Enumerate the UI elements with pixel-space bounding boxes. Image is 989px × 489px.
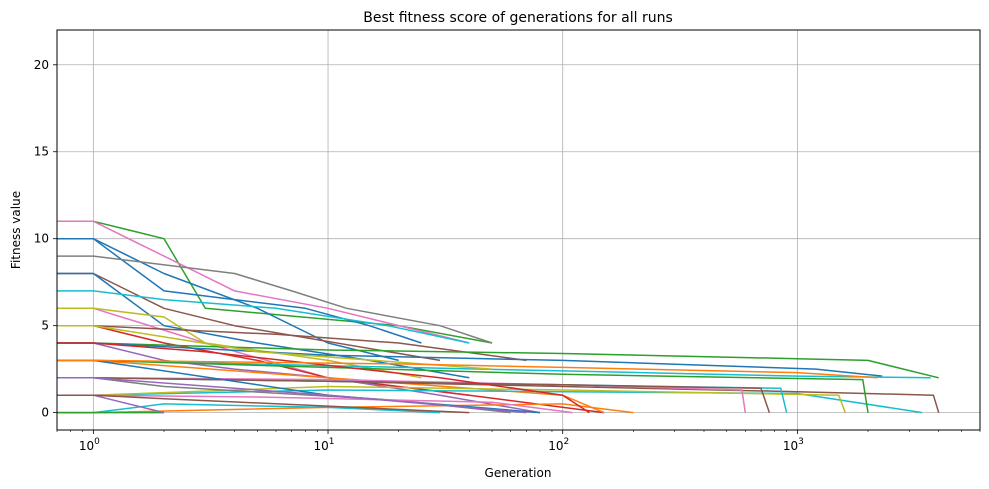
series-line bbox=[57, 394, 470, 414]
series-line bbox=[57, 359, 878, 379]
y-tick-label: 15 bbox=[34, 145, 49, 159]
x-tick-label: 101 bbox=[314, 437, 335, 453]
chart-title: Best fitness score of generations for al… bbox=[363, 10, 672, 26]
x-axis-label: Generation bbox=[485, 466, 552, 480]
series-line bbox=[57, 342, 590, 414]
series-line bbox=[57, 255, 493, 344]
y-tick-label: 20 bbox=[34, 58, 49, 72]
y-tick-label: 0 bbox=[41, 406, 49, 420]
series-line bbox=[57, 220, 470, 344]
series-line bbox=[57, 290, 470, 344]
y-axis-label: Fitness value bbox=[9, 191, 23, 269]
plot-frame bbox=[56, 29, 981, 431]
x-axis-ticks: 100 101 102 103 bbox=[56, 430, 981, 453]
series-line bbox=[57, 237, 422, 344]
series-line bbox=[57, 377, 527, 414]
series-line bbox=[57, 324, 493, 370]
y-axis-ticks: 0 5 10 15 20 bbox=[34, 58, 57, 420]
y-tick-label: 5 bbox=[41, 319, 49, 333]
x-tick-label: 102 bbox=[548, 437, 569, 453]
grid bbox=[57, 30, 980, 430]
x-tick-label: 100 bbox=[79, 437, 100, 453]
y-tick-label: 10 bbox=[34, 232, 49, 246]
x-tick-label: 103 bbox=[783, 437, 804, 453]
series-lines bbox=[57, 220, 940, 414]
